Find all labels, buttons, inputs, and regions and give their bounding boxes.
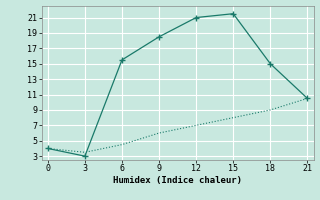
X-axis label: Humidex (Indice chaleur): Humidex (Indice chaleur) xyxy=(113,176,242,185)
